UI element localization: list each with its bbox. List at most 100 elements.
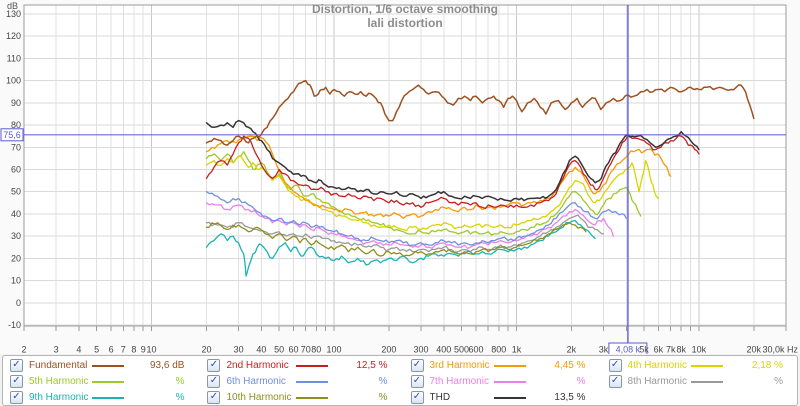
legend-line-swatch: [295, 396, 328, 399]
svg-text:2: 2: [21, 344, 26, 354]
legend-label: THD: [429, 392, 451, 403]
svg-text:7k: 7k: [666, 344, 676, 354]
x-axis-labels: 2 3 4 5 6 7 8 9 10 20 30 40 50 60 70 80 100 200 300 400 500 6…: [21, 344, 798, 354]
legend-line-swatch: [92, 396, 125, 399]
series-h8: [205, 214, 605, 253]
svg-text:70: 70: [301, 344, 311, 354]
legend-line-swatch: [493, 364, 526, 367]
distortion-chart: 75,6 4,08 k 130 120 110 100 90 80 70 60 50 40 30 20 10…: [0, 4, 798, 356]
legend-value: %: [378, 392, 388, 403]
legend-checkbox-h3[interactable]: ✓: [410, 359, 424, 372]
legend-value: %: [378, 376, 388, 387]
svg-text:0: 0: [16, 298, 21, 308]
legend-checkbox-h5[interactable]: ✓: [10, 375, 23, 388]
legend-grid: ✓ Fundamental 93,6 dB ✓ 2nd Harmonic 12,5 % ✓ 3…: [3, 358, 797, 405]
legend-empty-cell: [602, 390, 799, 405]
legend-label: Fundamental: [29, 360, 88, 371]
legend-line-swatch: [691, 380, 723, 383]
svg-text:500: 500: [454, 344, 469, 354]
y-axis-unit-label: dB: [7, 1, 19, 11]
legend-line-swatch: [493, 380, 526, 383]
legend-line-swatch: [295, 380, 328, 383]
legend-item-h5: ✓ 5th Harmonic%: [3, 374, 200, 389]
legend-line-swatch: [92, 364, 125, 367]
svg-text:30,0k Hz: 30,0k Hz: [762, 344, 798, 354]
legend-label: 8th Harmonic: [627, 376, 687, 387]
svg-text:600: 600: [468, 344, 483, 354]
legend-label: 6th Harmonic: [226, 376, 286, 387]
legend-checkbox-h9[interactable]: ✓: [10, 391, 23, 404]
legend-item-h2: ✓ 2nd Harmonic 12,5 %: [200, 358, 403, 373]
plot-frame: [23, 4, 787, 327]
series-h9: [205, 219, 596, 277]
svg-text:70: 70: [11, 142, 21, 152]
svg-text:4: 4: [76, 344, 81, 354]
svg-text:120: 120: [6, 31, 21, 41]
series-thd: [205, 119, 700, 202]
series-fundamental: [205, 79, 755, 146]
legend-line-swatch: [92, 380, 125, 383]
legend-line-swatch: [691, 364, 723, 367]
legend-label: 10th Harmonic: [226, 392, 292, 403]
cursor-crosshair[interactable]: 75,6 4,08 k: [0, 5, 786, 356]
svg-text:50: 50: [274, 344, 284, 354]
svg-text:2k: 2k: [567, 344, 577, 354]
legend-label: 9th Harmonic: [29, 392, 89, 403]
legend-checkbox-h8[interactable]: ✓: [608, 375, 622, 388]
svg-text:75,6: 75,6: [3, 130, 21, 140]
svg-text:-10: -10: [8, 320, 21, 330]
svg-text:60: 60: [288, 344, 298, 354]
svg-text:60: 60: [11, 165, 21, 175]
series-h3: [205, 135, 672, 220]
svg-text:4,08 k: 4,08 k: [616, 344, 641, 354]
legend-label: 5th Harmonic: [29, 376, 89, 387]
cursor-y-readout: [0, 128, 24, 142]
legend-label: 7th Harmonic: [429, 376, 489, 387]
svg-text:10: 10: [11, 276, 21, 286]
svg-text:3: 3: [54, 344, 59, 354]
legend-checkbox-thd[interactable]: ✓: [410, 391, 424, 404]
legend-value: %: [774, 376, 783, 387]
legend-line-swatch: [295, 364, 328, 367]
legend-value: 12,5 %: [356, 360, 388, 371]
series-h5: [205, 151, 642, 236]
graph-panel: 75,6 4,08 k 130 120 110 100 90 80 70 60 50 40 30 20 10…: [0, 0, 800, 356]
svg-text:1k: 1k: [512, 344, 522, 354]
svg-text:300: 300: [413, 344, 428, 354]
legend-item-thd: ✓ THD 13,5 %: [404, 390, 602, 405]
legend-checkbox-h6[interactable]: ✓: [207, 375, 221, 388]
svg-text:30: 30: [234, 344, 244, 354]
svg-text:400: 400: [436, 344, 451, 354]
legend-value: 4,45 %: [554, 360, 586, 371]
legend-value: %: [576, 376, 586, 387]
svg-text:8k: 8k: [676, 344, 686, 354]
series-h2: [205, 134, 700, 210]
series-h10: [205, 222, 587, 257]
plot-background: [24, 5, 786, 326]
legend-checkbox-h2[interactable]: ✓: [207, 359, 221, 372]
legend-checkbox-h7[interactable]: ✓: [410, 375, 424, 388]
legend-checkbox-h4[interactable]: ✓: [608, 359, 622, 372]
legend-checkbox-h10[interactable]: ✓: [207, 391, 221, 404]
svg-text:800: 800: [491, 344, 506, 354]
series-h6: [205, 191, 627, 247]
legend-item-h9: ✓ 9th Harmonic%: [3, 390, 200, 405]
svg-text:3k: 3k: [599, 344, 609, 354]
svg-text:9: 9: [141, 344, 146, 354]
legend-checkbox-fundamental[interactable]: ✓: [10, 359, 23, 372]
legend-item-fundamental: ✓ Fundamental 93,6 dB: [3, 358, 200, 373]
legend-item-h10: ✓ 10th Harmonic%: [200, 390, 403, 405]
legend-label: 4th Harmonic: [627, 360, 687, 371]
legend-item-h4: ✓ 4th Harmonic 2,18 %: [602, 358, 799, 373]
svg-text:50: 50: [11, 187, 21, 197]
legend-line-swatch: [493, 396, 526, 399]
legend-item-h8: ✓ 8th Harmonic%: [602, 374, 799, 389]
series-h7: [205, 202, 615, 250]
legend-value: 93,6 dB: [149, 360, 185, 371]
svg-text:20: 20: [11, 253, 21, 263]
legend-item-h3: ✓ 3rd Harmonic 4,45 %: [404, 358, 602, 373]
svg-text:110: 110: [7, 53, 21, 63]
legend-value: %: [175, 376, 185, 387]
